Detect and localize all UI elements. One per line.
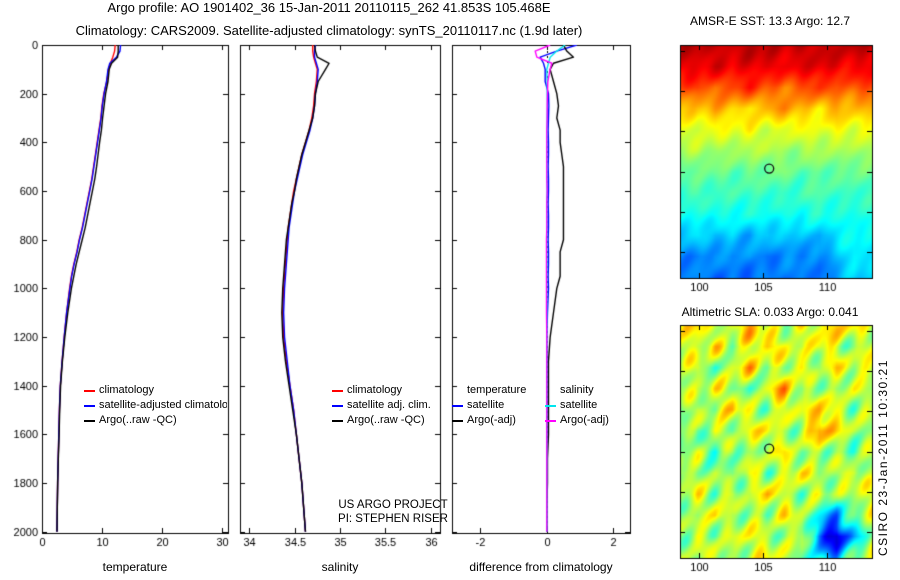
- legend-diff-salinity-column: salinity satellite Argo(-adj): [545, 383, 630, 428]
- legend-label-argo-raw: Argo(..raw -QC): [347, 414, 425, 426]
- legend-label-satellite-adjusted: satellite-adjusted climatology: [99, 399, 227, 411]
- legend-line-satellite-adj: [332, 404, 343, 407]
- sst-map-title: AMSR-E SST: 13.3 Argo: 12.7: [689, 14, 851, 28]
- legend-item: satellite-adjusted climatology: [84, 398, 227, 413]
- legend-label-satellite-adj: satellite adj. clim.: [347, 399, 431, 411]
- project-line1: US ARGO PROJECT: [338, 499, 448, 511]
- legend-item: satellite adj. clim.: [332, 398, 440, 413]
- legend-label-climatology: climatology: [99, 384, 155, 396]
- project-annotation: US ARGO PROJECT PI: STEPHEN RISER: [338, 498, 448, 526]
- legend-item: Argo(..raw -QC): [84, 413, 227, 428]
- xlabel-salinity: salinity: [321, 560, 359, 574]
- legend-line-sal-argo-adj: [545, 419, 556, 422]
- legend-item: Argo(-adj): [452, 413, 544, 428]
- legend-item: Argo(-adj): [545, 413, 630, 428]
- legend-line-sal-satellite: [545, 404, 556, 407]
- legend-header-temperature: temperature: [467, 384, 527, 396]
- legend-item: satellite: [452, 398, 544, 413]
- legend-line-argo-raw: [84, 419, 95, 422]
- xlabel-difference: difference from climatology: [469, 560, 613, 574]
- legend-temperature-panel: climatology satellite-adjusted climatolo…: [84, 383, 227, 428]
- legend-salinity-panel: climatology satellite adj. clim. Argo(..…: [332, 383, 440, 428]
- figure-title-line2: Climatology: CARS2009. Satellite-adjuste…: [75, 23, 583, 38]
- legend-label-argo-raw: Argo(..raw -QC): [99, 414, 177, 426]
- legend-label-sal-argo-adj: Argo(-adj): [560, 414, 609, 426]
- project-line2: PI: STEPHEN RISER: [338, 513, 448, 525]
- legend-label-temp-argo-adj: Argo(-adj): [467, 414, 516, 426]
- legend-line-temp-satellite: [452, 404, 463, 407]
- legend-label-sal-satellite: satellite: [560, 399, 598, 411]
- figure-title-line1: Argo profile: AO 1901402_36 15-Jan-2011 …: [107, 0, 551, 15]
- legend-line-argo-raw: [332, 419, 343, 422]
- legend-item: climatology: [332, 383, 440, 398]
- legend-line-satellite-adjusted: [84, 404, 95, 407]
- legend-line-temp-argo-adj: [452, 419, 463, 422]
- legend-item: Argo(..raw -QC): [332, 413, 440, 428]
- legend-label-temp-satellite: satellite: [467, 399, 505, 411]
- legend-header-salinity: salinity: [560, 384, 594, 396]
- sla-map-title: Altimetric SLA: 0.033 Argo: 0.041: [681, 305, 859, 319]
- watermark-text: CSIRO 23-Jan-2011 10:30:21: [876, 359, 890, 556]
- legend-label-climatology: climatology: [347, 384, 403, 396]
- xlabel-temperature: temperature: [102, 560, 168, 574]
- legend-diff-temperature-column: temperature satellite Argo(-adj): [452, 383, 544, 428]
- legend-line-climatology: [332, 389, 343, 392]
- legend-item: climatology: [84, 383, 227, 398]
- legend-line-climatology: [84, 389, 95, 392]
- legend-item: satellite: [545, 398, 630, 413]
